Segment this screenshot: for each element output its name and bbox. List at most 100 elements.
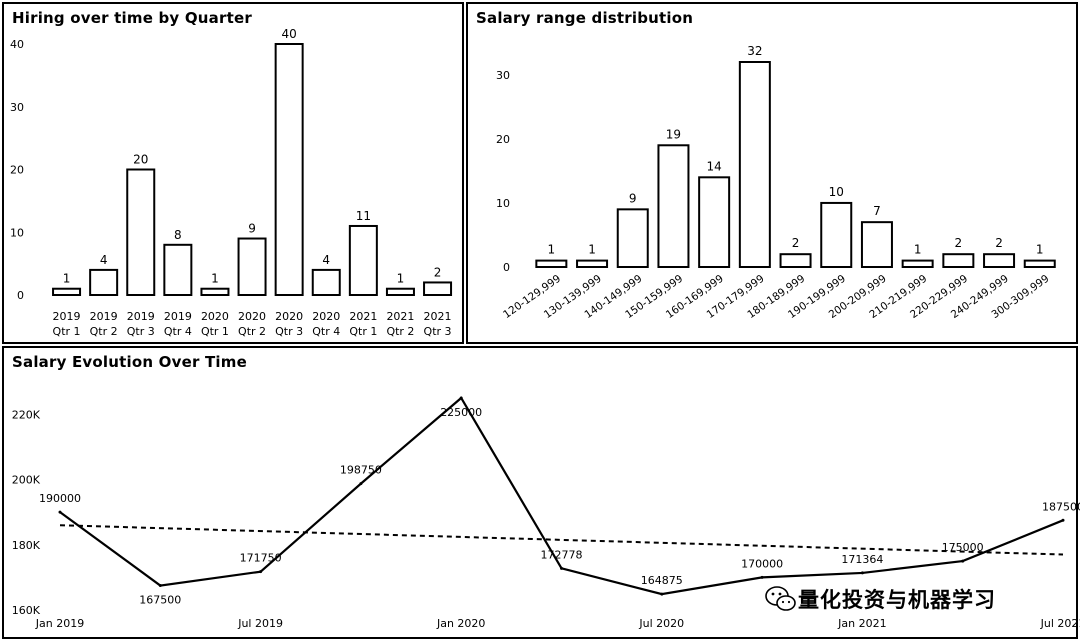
hiring-bar <box>200 287 230 297</box>
hiring-bar <box>311 268 341 296</box>
evolution-x-tick-label: Jul 2019 <box>237 617 283 630</box>
evolution-y-tick-label: 220K <box>12 408 41 421</box>
hiring-bar-data-label: 4 <box>322 253 330 267</box>
hiring-x-tick-quarter: Qtr 1 <box>349 325 377 338</box>
salary-range-bar-data-label: 32 <box>747 44 762 58</box>
salary-range-bar-data-label: 7 <box>873 204 881 218</box>
hiring-x-tick-year: 2019 <box>53 310 81 323</box>
hiring-bar <box>237 237 267 296</box>
hiring-bar-data-label: 11 <box>356 209 371 223</box>
evolution-data-label: 170000 <box>741 557 783 570</box>
hiring-x-tick-year: 2020 <box>201 310 229 323</box>
hiring-x-tick-quarter: Qtr 3 <box>127 325 155 338</box>
hiring-y-tick-label: 0 <box>17 289 24 302</box>
hiring-x-tick-year: 2020 <box>312 310 340 323</box>
salary-range-bar <box>576 259 609 268</box>
salary-range-bar <box>535 259 568 268</box>
salary-range-bar-data-label: 1 <box>914 243 922 257</box>
evolution-data-label: 198750 <box>340 464 382 477</box>
hiring-x-tick-year: 2021 <box>424 310 452 323</box>
hiring-bar <box>126 168 156 296</box>
hiring-x-tick-quarter: Qtr 2 <box>90 325 118 338</box>
evolution-point <box>259 570 263 574</box>
hiring-x-tick-year: 2021 <box>386 310 414 323</box>
evolution-x-tick-label: Jan 2021 <box>837 617 886 630</box>
salary-range-chart-title: Salary range distribution <box>476 9 694 27</box>
hiring-y-tick-label: 40 <box>10 38 24 51</box>
salary-range-bar <box>901 259 934 268</box>
hiring-x-tick-year: 2020 <box>238 310 266 323</box>
evolution-data-label: 187500 <box>1042 500 1080 513</box>
hiring-bar <box>423 281 453 297</box>
evolution-data-label: 190000 <box>39 492 81 505</box>
evolution-data-label: 171750 <box>240 552 282 565</box>
hiring-bar <box>385 287 415 297</box>
evolution-point <box>860 571 864 575</box>
hiring-y-tick-label: 10 <box>10 226 24 239</box>
evolution-y-tick-label: 180K <box>12 539 41 552</box>
evolution-x-tick-label: Jul 2020 <box>638 617 684 630</box>
salary-range-bar-data-label: 2 <box>955 236 963 250</box>
evolution-point <box>560 566 563 570</box>
hiring-x-tick-quarter: Qtr 3 <box>275 325 303 338</box>
salary-range-y-tick-label: 20 <box>496 133 510 146</box>
salary-range-bar <box>657 144 690 268</box>
evolution-x-tick-label: Jan 2020 <box>436 617 485 630</box>
salary-range-bar-data-label: 2 <box>792 236 800 250</box>
evolution-point <box>58 510 62 514</box>
salary-range-bar <box>983 253 1016 268</box>
evolution-y-tick-label: 160K <box>12 604 41 617</box>
salary-range-bar-data-label: 19 <box>666 127 681 141</box>
hiring-x-tick-year: 2019 <box>127 310 155 323</box>
hiring-x-tick-quarter: Qtr 4 <box>312 325 340 338</box>
salary-range-bar-data-label: 10 <box>829 185 844 199</box>
hiring-y-tick-label: 20 <box>10 164 24 177</box>
hiring-x-tick-year: 2019 <box>164 310 192 323</box>
evolution-point <box>158 584 162 588</box>
hiring-x-tick-quarter: Qtr 2 <box>238 325 266 338</box>
evolution-point <box>961 559 965 563</box>
hiring-bar-data-label: 8 <box>174 228 182 242</box>
evolution-data-label: 167500 <box>139 594 181 607</box>
salary-range-bar-data-label: 1 <box>1036 243 1044 257</box>
hiring-bar-data-label: 4 <box>100 253 108 267</box>
hiring-bar <box>163 243 193 297</box>
salary-range-bar-data-label: 1 <box>548 243 556 257</box>
salary-range-y-tick-label: 30 <box>496 69 510 82</box>
watermark: 量化投资与机器学习 <box>760 582 1000 616</box>
salary-range-bar-data-label: 9 <box>629 191 637 205</box>
salary-range-chart-panel: Salary range distribution 0 10 20 30 1 120-12… <box>466 2 1078 344</box>
evolution-x-tick-label: Jan 2019 <box>35 617 84 630</box>
salary-range-bar-data-label: 1 <box>588 243 596 257</box>
evolution-point <box>660 592 664 596</box>
hiring-chart-panel: Hiring over time by Quarter 0 10 20 30 40 1 20… <box>2 2 464 344</box>
evolution-data-label: 171364 <box>841 553 883 566</box>
evolution-data-label: 172778 <box>541 548 583 561</box>
salary-range-bar <box>942 253 975 268</box>
salary-range-bar <box>820 201 853 268</box>
salary-range-bar <box>738 61 771 268</box>
hiring-x-tick-year: 2021 <box>349 310 377 323</box>
evolution-y-tick-label: 200K <box>12 474 41 487</box>
evolution-data-label: 175000 <box>942 541 984 554</box>
wechat-icon <box>765 586 796 611</box>
hiring-bar-data-label: 1 <box>63 272 71 286</box>
salary-range-bar <box>698 176 731 268</box>
hiring-bar <box>274 43 304 296</box>
salary-evolution-chart-svg: 160K 180K 200K 220K 190000 167500 171750 198750… <box>12 396 1080 630</box>
evolution-x-tick-label: Jul 2021 <box>1040 617 1080 630</box>
hiring-x-tick-quarter: Qtr 3 <box>424 325 452 338</box>
hiring-bar <box>89 268 119 296</box>
salary-range-chart-svg: 01020301120-129,9991130-139,9999140-149,… <box>496 44 1056 321</box>
evolution-point <box>459 396 463 400</box>
hiring-x-tick-year: 2019 <box>90 310 118 323</box>
salary-range-bar-data-label: 2 <box>995 236 1003 250</box>
hiring-bar-data-label: 9 <box>248 222 256 236</box>
salary-range-bar <box>860 221 893 268</box>
hiring-x-tick-year: 2020 <box>275 310 303 323</box>
salary-range-bar-data-label: 14 <box>707 159 722 173</box>
hiring-bar <box>348 224 378 297</box>
salary-range-bar <box>1023 259 1056 268</box>
hiring-x-tick-quarter: Qtr 4 <box>164 325 192 338</box>
